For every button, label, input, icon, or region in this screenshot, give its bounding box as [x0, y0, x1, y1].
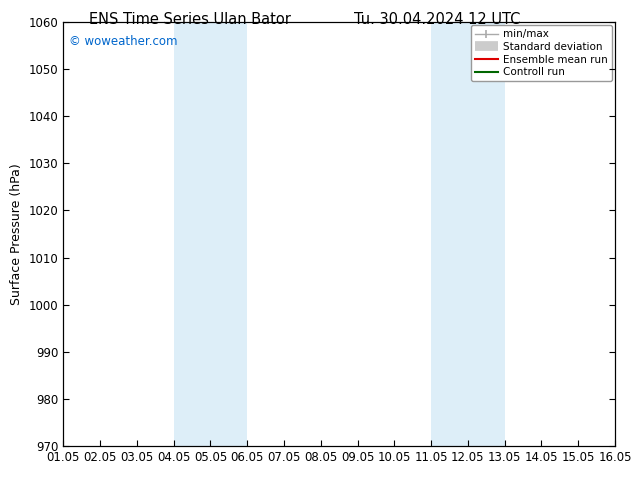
Legend: min/max, Standard deviation, Ensemble mean run, Controll run: min/max, Standard deviation, Ensemble me…: [470, 25, 612, 81]
Text: © woweather.com: © woweather.com: [69, 35, 178, 48]
Bar: [431, 22, 505, 446]
Y-axis label: Surface Pressure (hPa): Surface Pressure (hPa): [10, 163, 23, 305]
Bar: [174, 22, 247, 446]
Text: Tu. 30.04.2024 12 UTC: Tu. 30.04.2024 12 UTC: [354, 12, 521, 27]
Text: ENS Time Series Ulan Bator: ENS Time Series Ulan Bator: [89, 12, 291, 27]
